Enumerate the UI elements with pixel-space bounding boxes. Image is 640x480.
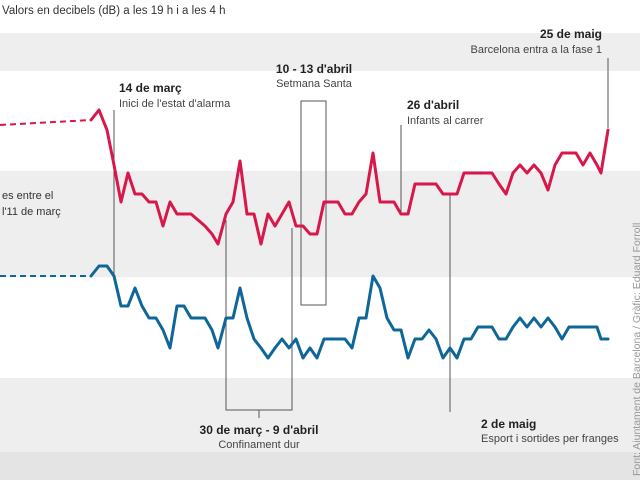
annotation-desc-6: Esport i sortides per franges <box>481 433 619 445</box>
annotation-desc-4: Barcelona entra a la fase 1 <box>471 44 602 56</box>
annotation-rules <box>113 58 609 418</box>
chart-subtitle: Valors en decibels (dB) a les 19 h i a l… <box>2 5 226 17</box>
annotation-date-2: 10 - 13 d'abril <box>276 62 352 76</box>
annotation-date-4: 25 de maig <box>540 27 602 41</box>
background-bands <box>0 33 640 480</box>
series-layer <box>0 108 610 360</box>
annotation-desc-2: Setmana Santa <box>276 78 353 90</box>
series-evening-baseline <box>0 119 92 126</box>
series-evening-line <box>89 108 610 246</box>
series-night-line <box>89 264 610 360</box>
annotation-date-6: 2 de maig <box>481 417 536 431</box>
source-credit: Font: Ajuntament de Barcelona / Gràfic: … <box>631 223 640 476</box>
band-footer <box>0 452 640 480</box>
annotation-date-1: 14 de març <box>119 81 182 95</box>
series-evening <box>0 108 610 246</box>
band-top <box>0 33 640 71</box>
series-night <box>0 264 610 360</box>
annotation-desc-3: Infants al carrer <box>407 115 484 127</box>
annotation-desc-1: Inici de l'estat d'alarma <box>119 98 231 110</box>
annotation-date-5: 30 de març - 9 d'abril <box>200 423 319 437</box>
annotation-desc-5: Confinament dur <box>218 439 300 451</box>
side-label-line-2: l'11 de març <box>2 206 61 218</box>
annotation-date-3: 26 d'abril <box>407 98 459 112</box>
side-label-line-1: es entre el <box>2 190 53 202</box>
